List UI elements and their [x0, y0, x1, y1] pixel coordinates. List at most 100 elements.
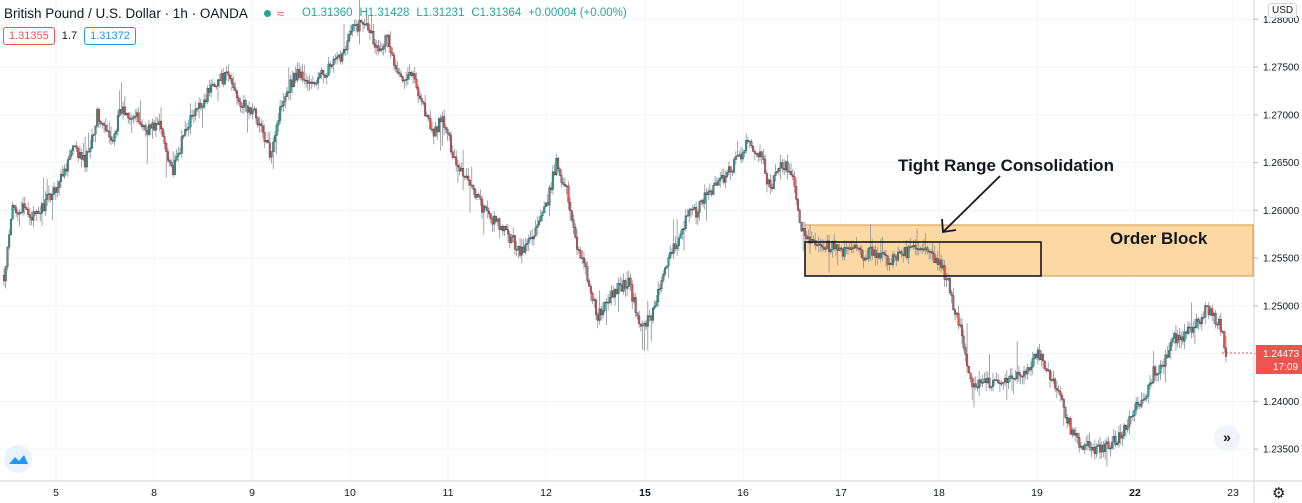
- candle-body: [966, 354, 969, 367]
- candle-body: [595, 299, 598, 315]
- candle-body: [748, 140, 751, 143]
- candle-body: [1199, 321, 1202, 324]
- symbol-title[interactable]: British Pound / U.S. Dollar · 1h · OANDA: [4, 5, 248, 21]
- candle-body: [629, 277, 632, 285]
- sell-button[interactable]: 1.31355: [3, 27, 55, 45]
- candle-body: [589, 286, 592, 294]
- candle-body: [898, 251, 901, 253]
- candle-body: [49, 193, 52, 200]
- candle-body: [805, 235, 808, 240]
- candle-body: [1216, 324, 1219, 326]
- currency-button[interactable]: USD: [1268, 3, 1298, 18]
- candle-body: [391, 52, 394, 56]
- time-tick-label: 5: [53, 487, 59, 499]
- candle-body: [1093, 447, 1096, 455]
- candle-body: [234, 87, 237, 91]
- candle-body: [926, 247, 929, 252]
- candle-body: [75, 145, 78, 149]
- candle-body: [943, 265, 946, 280]
- candle-body: [1100, 444, 1103, 453]
- price-tick-label: 1.27000: [1263, 110, 1300, 121]
- candle-body: [268, 142, 271, 158]
- candle-body: [624, 280, 627, 289]
- time-axis[interactable]: 5 8 9 10 11 12 15 16 17 18 19 22 23: [53, 487, 1239, 499]
- candle-body: [512, 235, 515, 238]
- candle-body: [322, 70, 325, 76]
- candle-body: [1130, 416, 1133, 418]
- candle-body: [493, 215, 496, 225]
- candle-body: [865, 257, 868, 260]
- scroll-to-realtime-button[interactable]: »: [1214, 425, 1240, 451]
- candle-body: [456, 164, 459, 168]
- candle-body: [137, 112, 140, 123]
- candle-body: [208, 88, 211, 93]
- candle-body: [793, 176, 796, 187]
- candle-body: [116, 115, 119, 132]
- price-tick-label: 1.25500: [1263, 254, 1300, 265]
- candle-body: [1152, 366, 1155, 383]
- candle-body: [664, 267, 667, 275]
- candle-body: [1078, 437, 1081, 448]
- candle-body: [1200, 317, 1203, 324]
- tradingview-logo-icon[interactable]: [4, 445, 32, 473]
- candle-body: [534, 227, 537, 237]
- candle-body: [909, 246, 912, 248]
- candle-body: [315, 82, 318, 85]
- candle-body: [1057, 389, 1060, 392]
- candle-body: [1162, 365, 1165, 367]
- candle-body: [891, 254, 894, 265]
- double-chevron-right-icon: »: [1223, 429, 1231, 445]
- candle-body: [272, 141, 275, 152]
- candle-body: [503, 226, 506, 232]
- candle-body: [1105, 441, 1108, 444]
- candle-body: [182, 135, 185, 137]
- candle-body: [767, 179, 770, 185]
- candle-body: [544, 202, 547, 208]
- candle-body: [981, 382, 984, 384]
- candle-body: [1067, 418, 1070, 424]
- price-axis[interactable]: 1.28000 1.27500 1.27000 1.26500 1.26000 1.255…: [1254, 15, 1300, 456]
- buy-button[interactable]: 1.31372: [84, 27, 136, 45]
- candle-body: [70, 150, 73, 157]
- candle-body: [596, 314, 599, 321]
- annotation-order-block: Order Block: [1110, 229, 1208, 248]
- candle-body: [829, 249, 832, 253]
- candle-body: [239, 101, 242, 107]
- candle-body: [469, 180, 472, 186]
- candle-body: [971, 378, 974, 388]
- candle-body: [6, 246, 9, 268]
- candle-body: [838, 247, 841, 251]
- candle-body: [327, 63, 330, 76]
- candle-body: [225, 71, 228, 74]
- candle-body: [1021, 376, 1024, 378]
- candle-body: [897, 251, 900, 261]
- candle-body: [790, 171, 793, 176]
- candle-body: [1124, 424, 1127, 430]
- candle-body: [1197, 318, 1200, 323]
- gear-icon[interactable]: ⚙: [1272, 485, 1286, 502]
- candle-body: [1145, 395, 1148, 399]
- candle-body: [474, 189, 477, 198]
- candle-body: [1042, 353, 1045, 362]
- candle-body: [165, 143, 168, 152]
- candle-body: [1016, 371, 1019, 379]
- candle-body: [1040, 353, 1043, 360]
- candle-body: [947, 278, 950, 280]
- candle-body: [555, 157, 558, 175]
- bar-countdown: 17:09: [1273, 362, 1298, 373]
- candle-body: [198, 102, 201, 109]
- candle-body: [484, 205, 487, 208]
- candle-body: [289, 79, 292, 93]
- candle-body: [1102, 444, 1105, 452]
- candle-body: [726, 172, 729, 177]
- candle-body: [979, 379, 982, 383]
- candle-body: [513, 235, 516, 250]
- candle-body: [125, 112, 128, 116]
- candle-body: [588, 280, 591, 287]
- candle-body: [727, 166, 730, 173]
- candle-body: [993, 379, 996, 381]
- candle-body: [1164, 354, 1167, 367]
- candle-body: [161, 128, 164, 137]
- candle-body: [144, 125, 147, 131]
- candle-body: [646, 315, 649, 327]
